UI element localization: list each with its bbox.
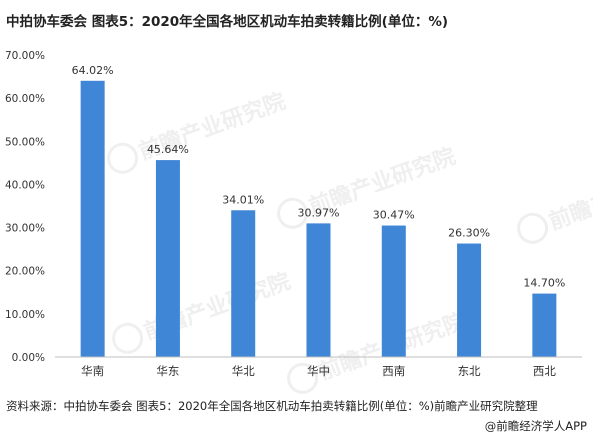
bar-value-label: 30.97% [298, 206, 340, 219]
watermark-logo-icon [277, 197, 309, 229]
bar-value-label: 34.01% [222, 193, 264, 206]
y-tick-label: 40.00% [5, 179, 45, 191]
credit-note: @前瞻经济学人APP [484, 419, 587, 433]
watermark-logo-icon [107, 142, 139, 174]
x-tick-label: 华北 [232, 364, 255, 378]
x-tick-label: 华中 [307, 364, 330, 378]
y-axis: 0.00% 10.00% 20.00% 30.00% 40.00% 50.00% 60.00… [5, 50, 45, 364]
y-tick-label: 50.00% [5, 136, 45, 148]
y-tick-label: 10.00% [5, 309, 45, 321]
chart-title: 中拍协车委会 图表5：2020年全国各地区机动车拍卖转籍比例(单位：%) [6, 14, 449, 30]
bar [532, 293, 557, 357]
bar-value-label: 64.02% [72, 64, 114, 77]
watermark-logo-icon [112, 322, 144, 354]
bar [306, 223, 331, 357]
value-labels: 64.02% 45.64% 34.01% 30.97% 30.47% 26.30% 14.7… [72, 64, 566, 290]
watermark: 前瞻产业研究院 [107, 88, 289, 174]
bar-value-label: 26.30% [448, 227, 490, 240]
bar [155, 160, 180, 357]
bar [80, 80, 105, 357]
watermark: 前瞻产业研究院 [517, 158, 593, 244]
watermark-logo-icon [287, 362, 319, 394]
x-tick-label: 西北 [533, 364, 556, 378]
source-note: 资料来源：中拍协车委会 图表5：2020年全国各地区机动车拍卖转籍比例(单位：%… [6, 399, 538, 413]
x-axis: 华南 华东 华北 华中 西南 东北 西北 [55, 356, 582, 378]
bar-value-label: 30.47% [373, 209, 415, 222]
bar-value-label: 14.70% [523, 277, 565, 290]
y-tick-label: 20.00% [5, 266, 45, 278]
watermark: 前瞻产业研究院 [112, 268, 294, 354]
x-tick-label: 西南 [382, 364, 405, 378]
bar [457, 243, 482, 357]
bar [381, 225, 406, 357]
y-tick-label: 30.00% [5, 223, 45, 235]
y-tick-label: 60.00% [5, 93, 45, 105]
bars [80, 80, 557, 357]
x-tick-label: 华南 [81, 364, 104, 378]
x-tick-label: 东北 [458, 364, 481, 378]
bar [231, 210, 256, 357]
watermark-logo-icon [517, 212, 549, 244]
bar-value-label: 45.64% [147, 143, 189, 156]
y-tick-label: 70.00% [5, 50, 45, 62]
watermark-text: 前瞻产业研究院 [545, 158, 593, 235]
y-tick-label: 0.00% [12, 352, 45, 364]
x-tick-label: 华东 [156, 364, 179, 378]
